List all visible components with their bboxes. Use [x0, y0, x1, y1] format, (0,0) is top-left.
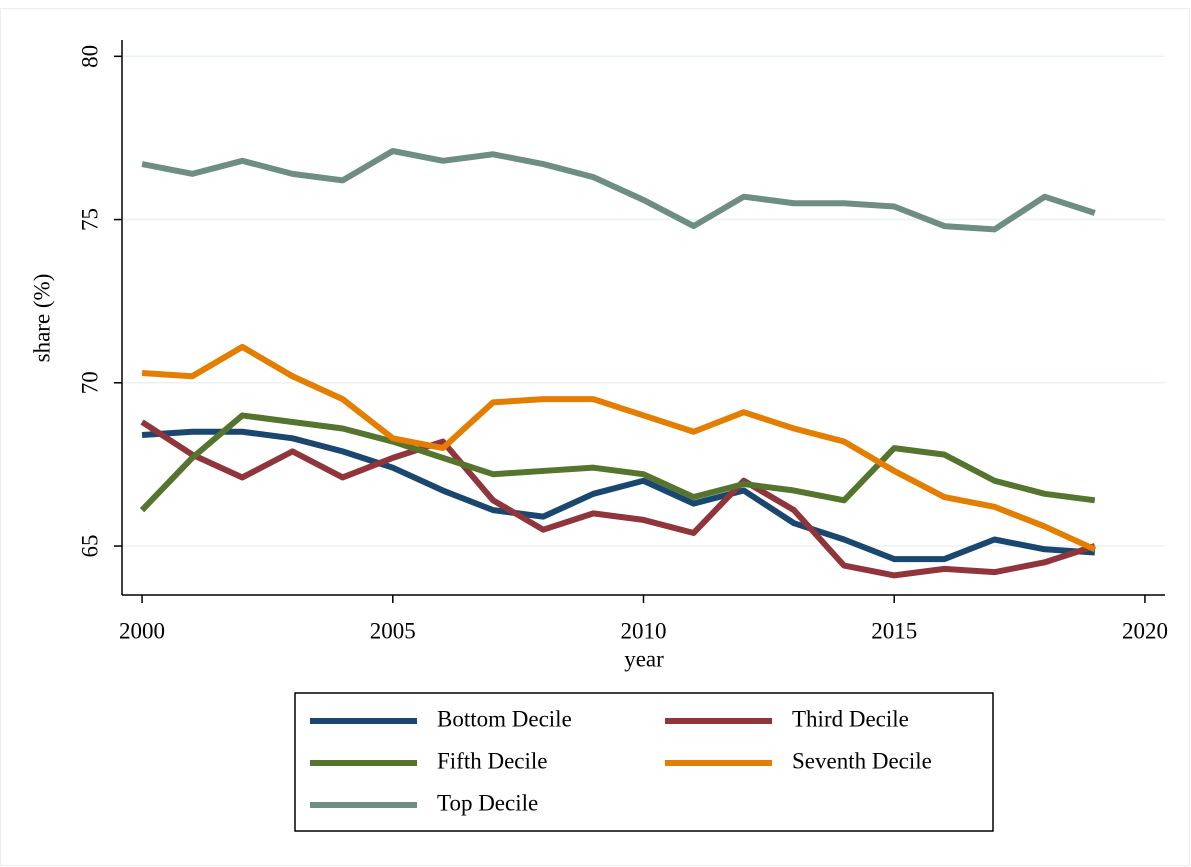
series-line: [141, 343, 1097, 553]
x-tick-label: 2010: [621, 618, 667, 643]
legend-label: Top Decile: [437, 790, 538, 815]
series-line: [139, 412, 1096, 513]
y-axis-label: share (%): [29, 274, 54, 363]
series-line: [141, 428, 1095, 563]
x-tick-label: 2020: [1122, 618, 1168, 643]
x-axis-label: year: [624, 646, 664, 671]
legend-label: Fifth Decile: [437, 748, 548, 773]
x-tick-label: 2015: [871, 618, 917, 643]
y-tick-label: 80: [77, 45, 102, 68]
x-tick-label: 2000: [119, 618, 165, 643]
series-line: [141, 148, 1096, 233]
plot: [139, 148, 1097, 579]
legend-label: Third Decile: [792, 706, 909, 731]
y-tick-label: 65: [77, 535, 102, 558]
x-tick-label: 2005: [370, 618, 416, 643]
legend-items: Bottom Decile Third Decile Fifth Decile Sev…: [310, 706, 932, 815]
grid: [122, 55, 1165, 547]
series-line: [140, 419, 1096, 579]
y-tick-label: 70: [77, 371, 102, 394]
legend-label: Bottom Decile: [437, 706, 572, 731]
legend-label: Seventh Decile: [792, 748, 932, 773]
y-tick-label: 75: [77, 208, 102, 231]
